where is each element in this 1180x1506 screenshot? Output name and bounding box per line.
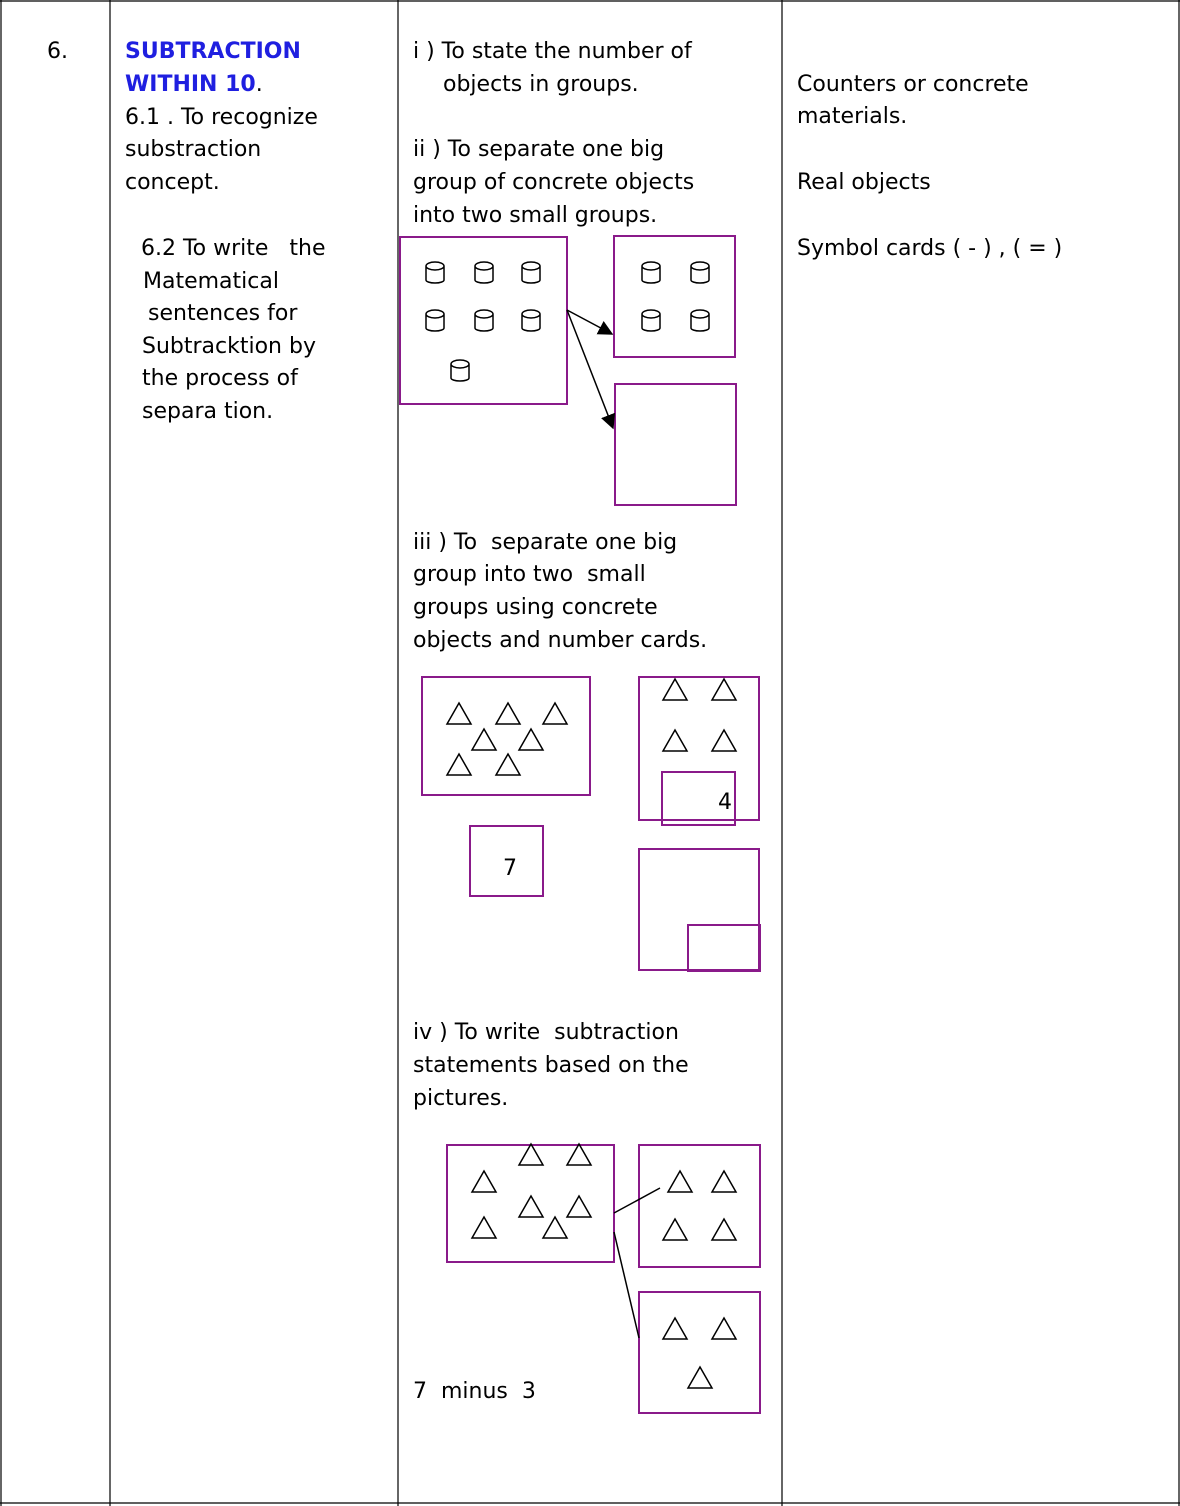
activity-line: statements based on the xyxy=(413,1053,689,1078)
topic-line: Matematical xyxy=(143,269,279,294)
group-box xyxy=(614,383,737,506)
activity-line: iii ) To separate one big xyxy=(413,530,677,555)
triangle xyxy=(445,701,473,725)
triangle xyxy=(541,1215,569,1239)
cylinder xyxy=(474,261,494,284)
group-box xyxy=(399,236,568,405)
triangle xyxy=(470,1215,498,1239)
cylinder xyxy=(641,309,661,332)
connector xyxy=(613,1231,640,1339)
activity-line: i ) To state the number of xyxy=(413,39,693,64)
activity-line: objects and number cards. xyxy=(413,628,707,653)
triangle xyxy=(661,1316,689,1340)
group-box xyxy=(421,676,591,796)
cylinder xyxy=(425,309,445,332)
activity-line: group into two small xyxy=(413,562,646,587)
topic-title: WITHIN 10 xyxy=(125,72,256,97)
topic-title-end: . xyxy=(256,72,263,97)
number-card xyxy=(469,825,544,897)
triangle xyxy=(470,727,498,751)
triangle xyxy=(666,1169,694,1193)
topic-title: WITHIN 10. xyxy=(125,72,263,97)
row-number: 6. xyxy=(47,39,68,64)
triangle xyxy=(661,677,689,701)
cylinder xyxy=(450,359,470,382)
topic-line: concept. xyxy=(125,170,220,195)
triangle xyxy=(710,677,738,701)
activity-line: pictures. xyxy=(413,1086,508,1111)
activity-line: group of concrete objects xyxy=(413,170,694,195)
card-number: 4 xyxy=(718,790,732,815)
activity-line: ii ) To separate one big xyxy=(413,137,664,162)
triangle xyxy=(517,1142,545,1166)
group-box xyxy=(638,1144,761,1268)
triangle xyxy=(470,1169,498,1193)
group-box xyxy=(638,1291,761,1414)
group-box xyxy=(638,676,760,821)
arrow xyxy=(566,309,614,335)
arrow xyxy=(566,309,616,430)
activity-line: groups using concrete xyxy=(413,595,658,620)
group-box xyxy=(638,848,760,971)
cylinder xyxy=(425,261,445,284)
cylinder xyxy=(521,309,541,332)
cylinder xyxy=(521,261,541,284)
activity-line: iv ) To write subtraction xyxy=(413,1020,679,1045)
cylinder xyxy=(474,309,494,332)
topic-line: 6.1 . To recognize xyxy=(125,105,318,130)
cylinder xyxy=(690,309,710,332)
resource-line: Counters or concrete xyxy=(797,72,1029,97)
connector xyxy=(613,1187,661,1214)
triangle xyxy=(565,1194,593,1218)
triangle xyxy=(517,727,545,751)
resource-line: materials. xyxy=(797,104,907,129)
topic-line: 6.2 To write the xyxy=(141,236,326,261)
triangle xyxy=(494,701,522,725)
cylinder xyxy=(690,261,710,284)
triangle xyxy=(661,1217,689,1241)
resource-line: Real objects xyxy=(797,170,931,195)
triangle xyxy=(541,701,569,725)
topic-line: Subtracktion by xyxy=(142,334,316,359)
triangle xyxy=(710,1316,738,1340)
resource-line: Symbol cards ( - ) , ( = ) xyxy=(797,236,1062,261)
diagrams xyxy=(399,235,761,1414)
topic-line: separa tion. xyxy=(142,399,273,424)
triangle xyxy=(710,1217,738,1241)
triangle xyxy=(710,728,738,752)
triangle xyxy=(565,1142,593,1166)
triangle xyxy=(517,1194,545,1218)
topic-line: substraction xyxy=(125,137,261,162)
triangle xyxy=(445,752,473,776)
topic-title: SUBTRACTION xyxy=(125,39,301,64)
cylinder xyxy=(641,261,661,284)
activity-line: objects in groups. xyxy=(443,72,639,97)
statement: 7 minus 3 xyxy=(413,1379,536,1404)
topic-line: the process of xyxy=(142,366,299,391)
triangle xyxy=(686,1365,714,1389)
triangle xyxy=(494,752,522,776)
activity-line: into two small groups. xyxy=(413,203,657,228)
triangle xyxy=(661,728,689,752)
number-card xyxy=(687,924,761,972)
topic-line: sentences for xyxy=(148,301,298,326)
number-card xyxy=(661,771,736,826)
group-box xyxy=(613,235,736,358)
triangle xyxy=(710,1169,738,1193)
card-number: 7 xyxy=(503,856,517,881)
